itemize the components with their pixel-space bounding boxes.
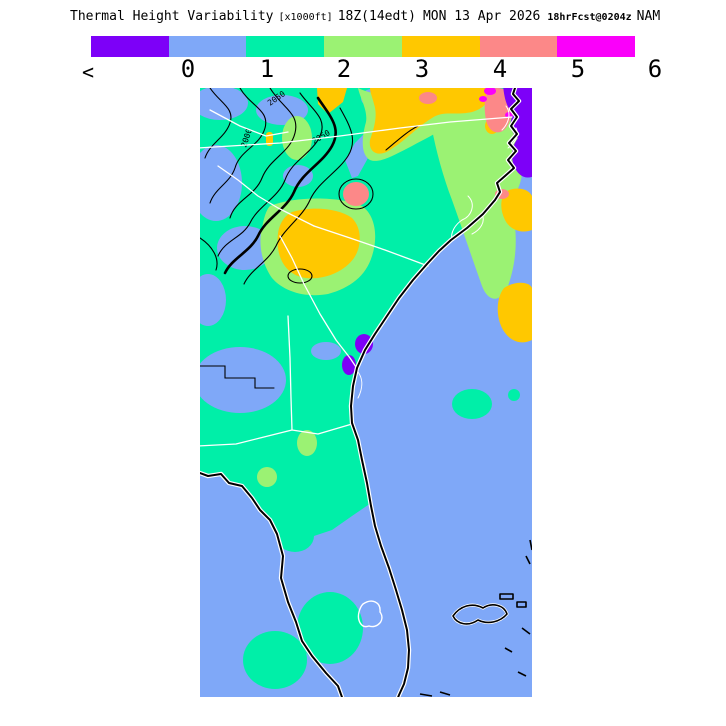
map-canvas: 2050 2000 2050 [200, 88, 532, 697]
forecast-map: 2050 2000 2050 [200, 88, 532, 697]
coastline [200, 88, 522, 697]
color-scale-bar [91, 36, 636, 57]
legend-swatch-magenta [557, 36, 636, 57]
region-atlantic-blob [452, 389, 492, 419]
legend-swatch-light-blue [168, 36, 247, 57]
region-land-spring-green [200, 88, 519, 536]
region-salmon [419, 92, 437, 104]
legend-swatch-gold [401, 36, 480, 57]
region-florida-blob [297, 592, 363, 664]
legend-tick-lt: < [81, 60, 95, 84]
legend-tick-1: 1 [259, 55, 275, 83]
region-florida-blob [243, 631, 307, 689]
islands [419, 539, 532, 697]
legend-tick-5: 5 [570, 55, 586, 83]
region-salmon [343, 182, 369, 206]
region-violet-coastal [342, 355, 356, 375]
legend-tick-0: 0 [180, 55, 196, 83]
legend-swatch-violet [91, 36, 169, 57]
region-highvar-gold [501, 188, 532, 232]
region-highvar-gold [369, 88, 490, 154]
region-midvar-blob [257, 467, 277, 487]
field-regions [200, 88, 532, 689]
title-units: [x1000ft] [278, 12, 333, 23]
region-lowvar-blob [200, 347, 286, 413]
legend-tick-4: 4 [492, 55, 508, 83]
region-atlantic-blob [508, 389, 520, 401]
title-model: NAM [636, 9, 661, 24]
region-lowvar-blob [200, 274, 226, 326]
region-magenta [479, 96, 487, 102]
title-product: Thermal Height Variability [70, 9, 274, 24]
region-highvar-gold [277, 208, 360, 279]
region-magenta [484, 88, 496, 95]
region-highvar-gold [497, 282, 532, 343]
region-midvar-blob [297, 430, 317, 456]
region-midvar-blob [282, 116, 312, 160]
region-florida-blob [276, 520, 314, 552]
region-midvar-northeast [429, 90, 527, 299]
title-forecast-info: 18hrFcst@0204z [547, 12, 632, 23]
legend-tick-6: 6 [647, 55, 663, 83]
title-valid-time: 18Z(14edt) [337, 9, 416, 24]
color-scale-ticks: <0 1 2 3 4 5 6 [0, 56, 726, 84]
legend-swatch-salmon [479, 36, 558, 57]
region-salmon [484, 88, 512, 133]
lake-okeechobee [357, 600, 383, 628]
region-lowvar-blob [217, 226, 273, 270]
region-lowvar-blob [311, 342, 341, 360]
title-valid-date: MON 13 Apr 2026 [422, 9, 541, 24]
legend-tick-3: 3 [414, 55, 430, 83]
chart-title: Thermal Height Variability [x1000ft] 18Z… [70, 9, 660, 24]
region-violet-coastal [355, 334, 373, 354]
state-borders [200, 105, 518, 527]
legend-tick-2: 2 [336, 55, 352, 83]
legend-swatch-spring-green [246, 36, 325, 57]
legend-swatch-light-green [324, 36, 402, 57]
